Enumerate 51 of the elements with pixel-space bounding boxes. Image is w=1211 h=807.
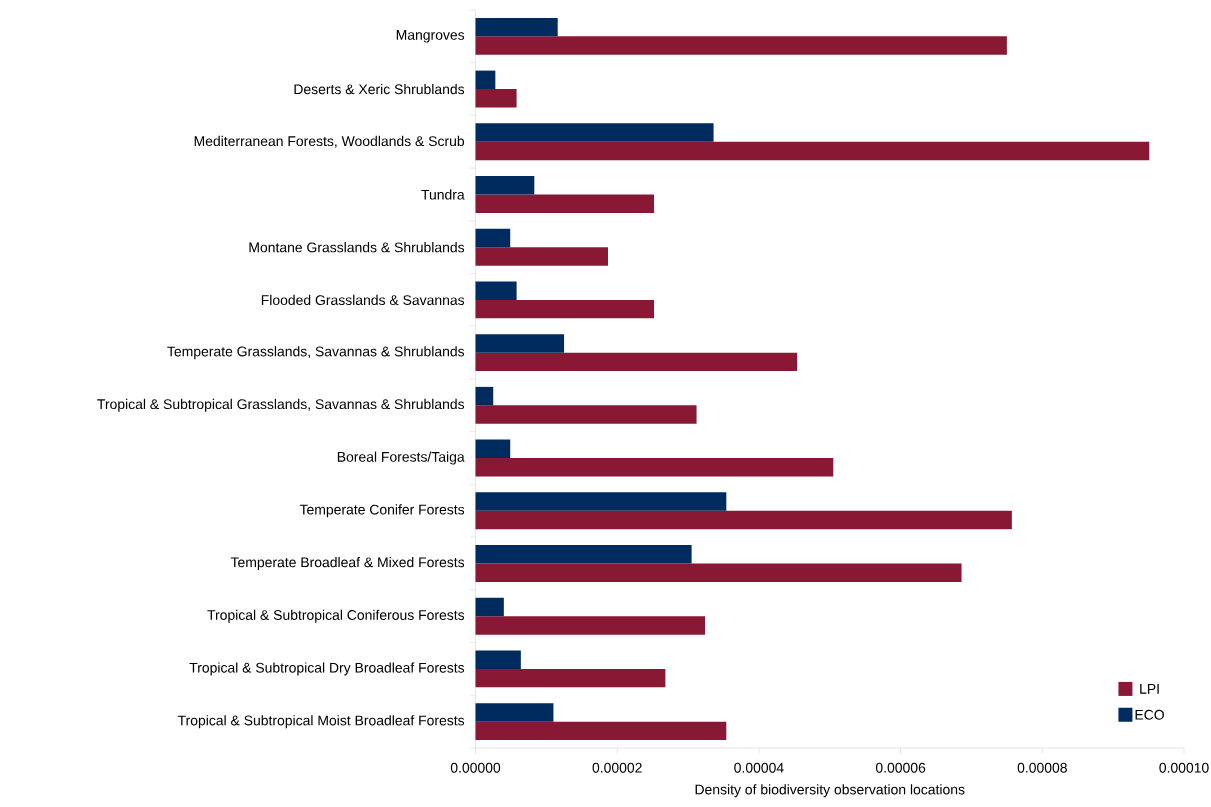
x-tick-label: 0.00002 (592, 762, 642, 773)
y-tick-label: Temperate Grasslands, Savannas & Shrublands (167, 346, 465, 360)
x-axis-title: Density of biodiversity observation locations (695, 784, 965, 798)
y-tick-label: Temperate Broadleaf & Mixed Forests (230, 556, 465, 570)
bar (475, 141, 1150, 161)
bar (475, 668, 666, 688)
bar (475, 510, 1012, 530)
y-tick-label: Tundra (421, 189, 465, 200)
bar (475, 545, 692, 564)
y-tick-label: Mediterranean Forests, Woodlands & Scrub (194, 135, 465, 148)
bar (475, 36, 1007, 55)
legend-label: LPI (1140, 684, 1159, 694)
bar (475, 563, 962, 582)
y-tick-label: Tropical & Subtropical Coniferous Forests (207, 609, 465, 623)
bar (475, 458, 834, 477)
y-tick-label: Deserts & Xeric Shrublands (294, 83, 465, 95)
y-tick-label: Tropical & Subtropical Grasslands, Savannas & Shrublands (97, 398, 465, 412)
x-tick-label: 0.00006 (875, 762, 926, 773)
bar (475, 123, 714, 142)
bar (475, 405, 697, 424)
bar (475, 281, 517, 300)
y-tick-label: Flooded Grasslands & Savannas (261, 294, 465, 306)
bar (475, 89, 517, 108)
bar (475, 228, 511, 248)
bar (475, 17, 558, 37)
bar (475, 650, 521, 669)
y-tick-label: Tropical & Subtropical Dry Broadleaf Forests (189, 662, 465, 676)
bar (475, 703, 554, 722)
bar (475, 352, 798, 372)
legend-label: ECO (1135, 709, 1164, 720)
bar (475, 616, 706, 635)
bar (475, 70, 496, 90)
bar (475, 597, 504, 617)
y-tick-label: Montane Grasslands & Shrublands (249, 242, 465, 253)
bar (475, 194, 655, 213)
x-tick-label: 0.00010 (1159, 762, 1209, 773)
bar (475, 721, 727, 741)
bar (475, 334, 565, 353)
y-tick-label: Temperate Conifer Forests (299, 504, 465, 518)
bar (475, 247, 608, 266)
y-tick-label: Boreal Forests/Taiga (337, 451, 465, 465)
x-tick-label: 0.00000 (450, 762, 501, 773)
bar (475, 492, 727, 511)
x-tick-label: 0.00004 (734, 762, 784, 773)
bar (475, 386, 494, 406)
y-tick-label: Tropical & Subtropical Moist Broadleaf Forests (177, 715, 465, 729)
bar (475, 439, 511, 459)
bar (475, 176, 535, 195)
bar (475, 299, 655, 319)
y-tick-label: Mangroves (396, 30, 465, 43)
x-tick-label: 0.00008 (1017, 762, 1067, 773)
